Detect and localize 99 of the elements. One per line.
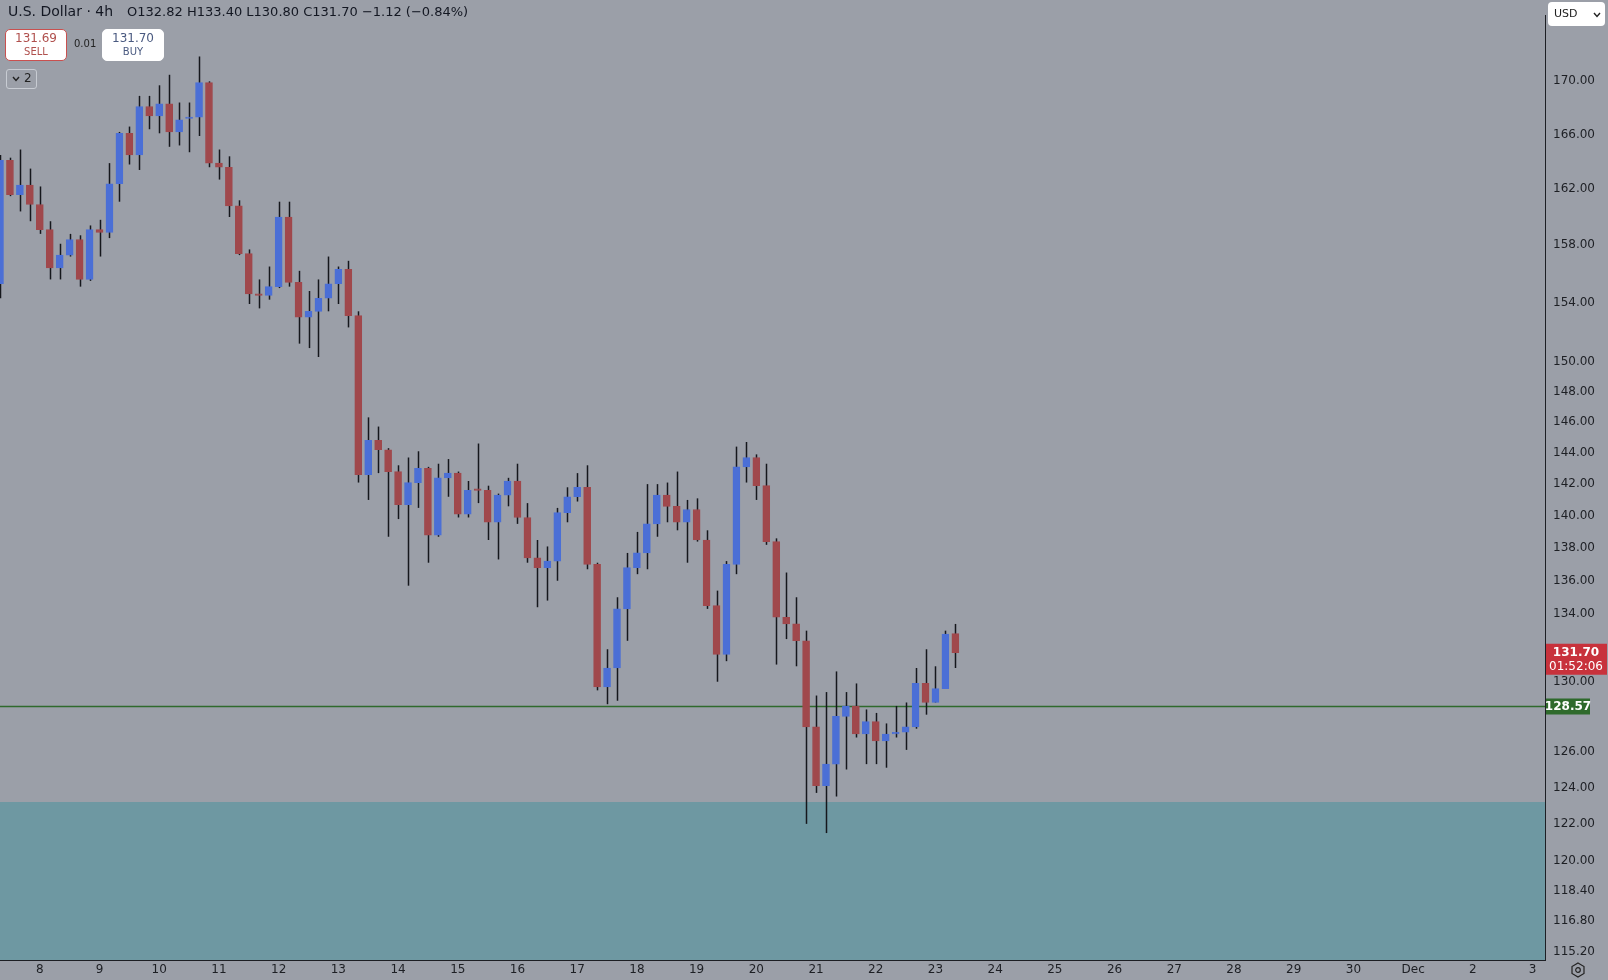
- y-tick-label: 126.00: [1553, 743, 1595, 758]
- candlestick: [662, 481, 671, 524]
- x-tick-label: 12: [271, 962, 287, 977]
- x-tick-label: 16: [509, 962, 526, 977]
- candlestick: [215, 148, 223, 181]
- chart-title: U.S. Dollar · 4h: [8, 3, 114, 19]
- ref-line-label: 128.57: [1544, 698, 1592, 713]
- candlestick: [55, 243, 64, 281]
- x-tick-label: 25: [1047, 962, 1063, 977]
- candlestick: [782, 571, 791, 640]
- y-tick-label: 170.00: [1553, 73, 1595, 88]
- y-tick-label: 140.00: [1553, 508, 1595, 522]
- y-tick-label: 118.40: [1553, 883, 1595, 898]
- y-tick-label: 166.00: [1553, 126, 1595, 141]
- candlestick: [473, 442, 482, 504]
- annotation: BUY: [121, 45, 145, 59]
- text: 01:52:06: [1549, 658, 1603, 673]
- candlestick: [254, 278, 263, 310]
- y-tick-label: 116.80: [1553, 913, 1595, 928]
- candlestick: [35, 185, 44, 235]
- candlestick: [145, 95, 154, 130]
- candlestick: [16, 148, 24, 213]
- y-tick-label: 148.00: [1553, 383, 1595, 398]
- candlestick: [871, 712, 880, 765]
- x-tick-label: 20: [748, 962, 764, 977]
- y-tick-label: 120.00: [1553, 852, 1595, 867]
- x-tick-label: Dec: [1401, 962, 1425, 977]
- x-tick-label: 18: [629, 962, 645, 977]
- annotation: 131.69: [14, 31, 58, 45]
- candlestick: [682, 499, 691, 564]
- x-tick-label: 27: [1166, 962, 1182, 977]
- x-tick-label: 23: [927, 962, 944, 977]
- candlestick: [861, 708, 870, 765]
- candlestick: [931, 665, 940, 704]
- text: 131.70: [1552, 644, 1600, 659]
- candlestick: [792, 596, 800, 668]
- y-tick-label: 162.00: [1553, 181, 1595, 196]
- x-tick-label: 22: [868, 962, 884, 977]
- candlestick: [404, 456, 412, 587]
- candlestick: [314, 278, 323, 358]
- candlestick: [384, 447, 392, 538]
- x-tick-label: 11: [211, 962, 227, 977]
- y-tick-label: 136.00: [1553, 572, 1595, 587]
- candlestick: [842, 691, 850, 771]
- candlestick: [921, 648, 930, 716]
- candlestick: [414, 450, 422, 509]
- chart-subtitle: O132.82 H133.40 L130.80 C131.70 −1.12 (−0.84%): [127, 4, 469, 19]
- candlestick: [155, 84, 164, 135]
- y-tick-label: 138.00: [1553, 540, 1595, 555]
- candlestick: [881, 722, 890, 769]
- x-tick-label: 13: [330, 962, 346, 977]
- candlestick: [533, 539, 542, 608]
- x-tick-label: 29: [1286, 962, 1302, 977]
- candlestick: [374, 425, 382, 474]
- candlestick: [901, 701, 910, 751]
- candlestick: [463, 480, 472, 519]
- x-tick-label: 19: [688, 962, 705, 977]
- y-tick-label: 158.00: [1553, 237, 1595, 252]
- y-tick-label: 115.20: [1553, 944, 1595, 959]
- x-tick-label: 26: [1106, 962, 1123, 977]
- x-tick-label: 10: [151, 962, 167, 977]
- y-tick-label: 144.00: [1553, 444, 1595, 459]
- candlestick: [672, 470, 681, 532]
- y-tick-label: 142.00: [1553, 476, 1595, 491]
- y-tick-label: 124.00: [1553, 779, 1595, 794]
- annotation: SELL: [23, 45, 49, 59]
- candlestick: [444, 458, 452, 498]
- x-tick-label: 14: [390, 962, 406, 977]
- candlestick: [95, 219, 104, 258]
- x-tick-label: 30: [1345, 962, 1362, 977]
- candlestick: [951, 623, 960, 669]
- candlestick: [563, 486, 572, 524]
- y-tick-label: 154.00: [1553, 294, 1595, 309]
- y-tick-label: 122.00: [1553, 815, 1595, 830]
- x-tick-label: 17: [569, 962, 585, 977]
- candlestick: [324, 255, 333, 313]
- candlestick: [633, 531, 641, 575]
- x-tick-label: 15: [450, 962, 466, 977]
- x-tick-label: 28: [1226, 962, 1242, 977]
- x-tick-label: 3: [1528, 962, 1537, 977]
- annotation: 0.01: [74, 38, 97, 49]
- candlestick: [603, 648, 611, 705]
- text: USD: [1554, 7, 1578, 20]
- annotation: 131.70: [111, 31, 155, 45]
- candlestick: [264, 265, 273, 301]
- x-tick-label: 2: [1469, 962, 1477, 977]
- candlestick: [26, 167, 34, 222]
- x-tick-label: 24: [987, 962, 1003, 977]
- y-tick-label: 130.00: [1553, 673, 1595, 688]
- x-tick-label: 9: [95, 962, 104, 977]
- annotation: 2: [24, 71, 32, 85]
- y-tick-label: 150.00: [1553, 353, 1595, 368]
- y-tick-label: 134.00: [1553, 606, 1595, 621]
- candlestick: [175, 101, 183, 147]
- y-tick-label: 146.00: [1553, 414, 1595, 429]
- x-tick-label: 21: [808, 962, 824, 977]
- x-tick-label: 8: [35, 962, 44, 977]
- candlestick: [822, 691, 830, 834]
- candlestick: [573, 472, 582, 503]
